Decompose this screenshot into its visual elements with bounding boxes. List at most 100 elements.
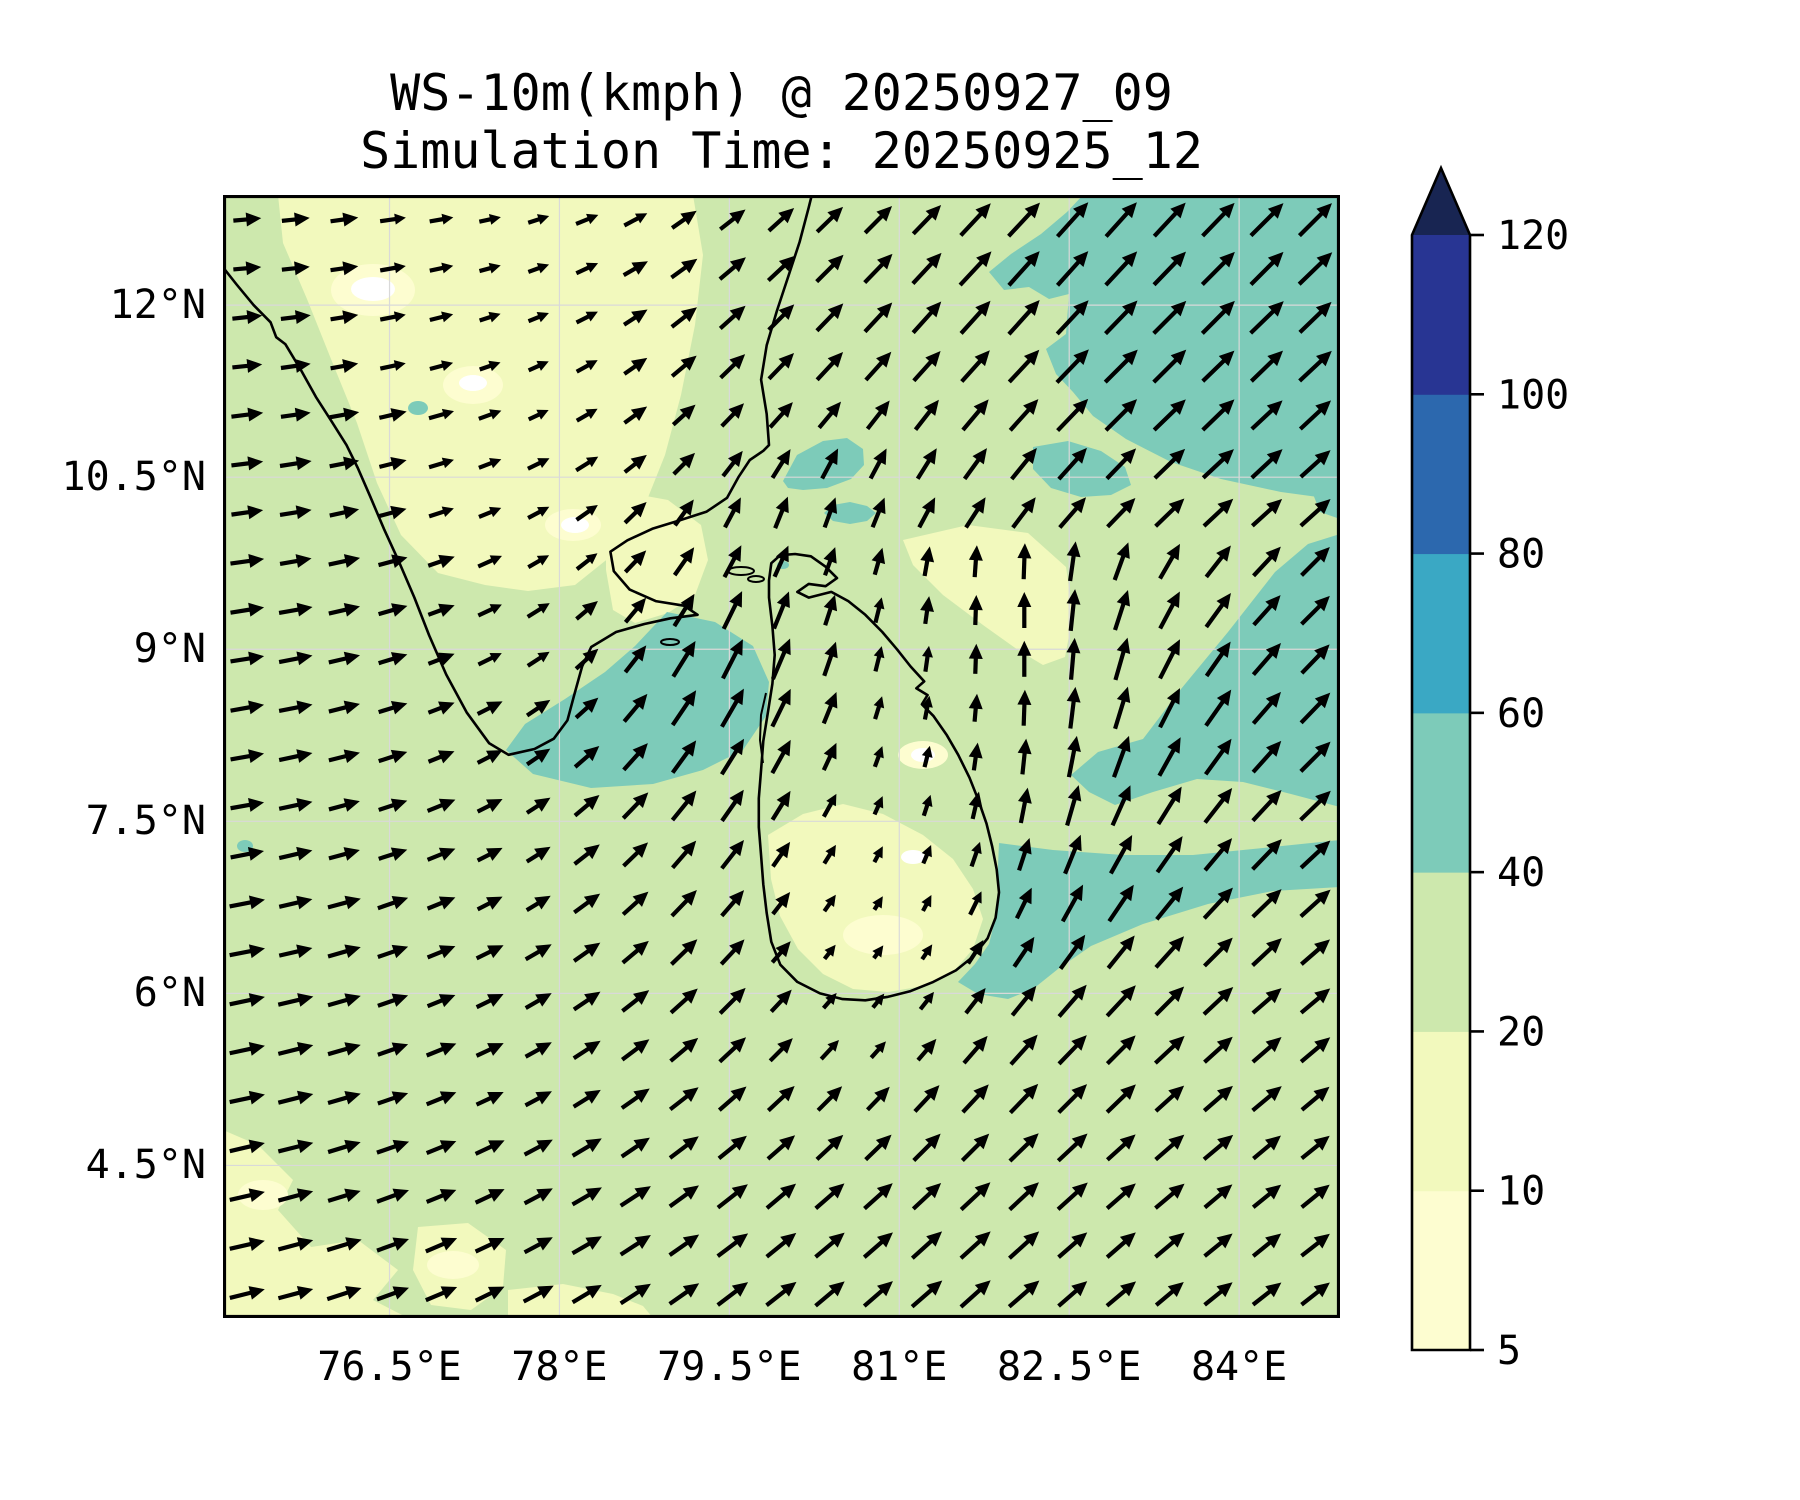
wind-arrow [571, 1138, 602, 1158]
wind-arrow-head [344, 895, 361, 910]
wind-arrow-head [487, 945, 504, 959]
wind-arrow-shaft [1020, 751, 1027, 775]
wind-arrow [1203, 1036, 1233, 1064]
wind-arrow [622, 693, 648, 723]
wind-arrow-shaft [1007, 259, 1033, 287]
wind-arrow-shaft [670, 897, 690, 918]
wind-arrow [230, 749, 265, 764]
wind-arrow-head [1017, 543, 1032, 559]
wind-arrow-head [632, 940, 649, 956]
wind-arrow-shaft [476, 851, 492, 863]
wind-arrow-head [488, 311, 501, 323]
wind-arrow-shaft [621, 947, 641, 965]
wind-arrow-head [537, 214, 550, 225]
wind-arrow-head [488, 360, 501, 372]
wind-arrow [329, 407, 360, 422]
colorbar-tick-label: 80 [1497, 532, 1545, 578]
wind-arrow-shaft [912, 359, 934, 383]
wind-arrow-head [390, 505, 407, 520]
wind-arrow-shaft [475, 1095, 493, 1107]
wind-arrow-head [827, 303, 844, 320]
wind-arrow-shaft [1251, 798, 1275, 823]
wind-arrow-shaft [1154, 1190, 1176, 1210]
wind-arrow [1157, 737, 1181, 777]
wind-arrow [1251, 789, 1282, 823]
wind-arrow-shaft [922, 704, 930, 720]
wind-arrow-head [728, 545, 742, 562]
wind-arrow-head [296, 1237, 314, 1251]
wind-arrow-shaft [767, 312, 787, 332]
colorbar-tick-label: 5 [1497, 1328, 1521, 1374]
wind-arrow [527, 360, 549, 373]
wind-arrow-head [921, 695, 933, 708]
wind-arrow-head [823, 742, 837, 760]
wind-arrow-head [877, 1281, 893, 1297]
wind-arrow-head [390, 701, 408, 715]
wind-arrow-shaft [716, 1190, 739, 1210]
wind-arrow [862, 1281, 893, 1308]
wind-arrow [868, 448, 887, 480]
wind-arrow [768, 402, 793, 429]
wind-arrow [770, 739, 791, 775]
wind-arrow [426, 798, 456, 813]
wind-arrow [477, 604, 502, 618]
wind-arrow-head [921, 1038, 937, 1055]
wind-arrow-head [1217, 1134, 1234, 1150]
wind-arrow [670, 355, 697, 378]
wind-arrow-shaft [328, 607, 348, 616]
wind-arrow [1300, 547, 1330, 577]
wind-arrow [718, 987, 746, 1015]
wind-arrow [476, 750, 503, 765]
wind-arrow [330, 359, 359, 373]
wind-arrow-shaft [815, 214, 836, 234]
wind-arrow [1251, 938, 1282, 967]
wind-arrow-shaft [429, 216, 445, 224]
wind-arrow [1250, 449, 1283, 480]
wind-arrow-shaft [872, 559, 881, 576]
wind-arrow-shaft [911, 309, 935, 335]
wind-arrow-shaft [820, 458, 834, 480]
wind-arrow-head [973, 399, 989, 416]
wind-arrow-shaft [1058, 944, 1080, 971]
wind-arrow [278, 846, 313, 861]
wind-arrow-head [394, 213, 406, 225]
wind-arrow [771, 841, 791, 868]
wind-arrow-shaft [1299, 700, 1323, 725]
wind-arrow-head [824, 448, 839, 466]
wind-arrow-shaft [231, 461, 251, 468]
coastline-india [223, 195, 814, 757]
y-tick-label: 7.5°N [85, 798, 206, 845]
wind-arrow-shaft [969, 849, 980, 868]
colorbar-segment [1412, 712, 1470, 873]
wind-arrow [1007, 251, 1040, 287]
wind-arrow-shaft [821, 703, 834, 725]
wind-arrow-head [631, 597, 647, 614]
wind-arrow-shaft [1008, 1238, 1031, 1260]
wind-arrow-head [730, 688, 744, 706]
wind-arrow-head [633, 990, 650, 1005]
wind-arrow-head [1314, 499, 1331, 515]
wind-arrow-shaft [911, 1190, 934, 1211]
wind-arrow-head [974, 1280, 991, 1296]
wind-arrow-head [390, 456, 407, 471]
wind-arrow-head [681, 890, 697, 906]
wind-arrow-head [391, 1042, 409, 1056]
wind-arrow-shaft [571, 1240, 592, 1256]
wind-arrow-head [1166, 591, 1180, 608]
wind-arrow [1250, 400, 1283, 431]
wind-arrow [229, 1042, 265, 1056]
wind-arrow [229, 944, 265, 959]
wind-arrow [278, 798, 313, 812]
wind-arrow-head [1121, 202, 1137, 219]
colorbar-ticks [1470, 233, 1484, 1352]
wind-arrow [328, 602, 360, 617]
wind-arrow-shaft [1108, 845, 1128, 875]
wind-arrow-shaft [230, 753, 252, 762]
wind-arrow-shaft [765, 1239, 788, 1259]
contour-teal-spot [408, 401, 428, 415]
wind-arrow [912, 351, 941, 383]
wind-arrow-shaft [620, 1143, 641, 1159]
wind-arrow-shaft [1018, 799, 1028, 824]
wind-arrow-head [584, 991, 601, 1006]
wind-arrow-head [974, 1231, 991, 1247]
